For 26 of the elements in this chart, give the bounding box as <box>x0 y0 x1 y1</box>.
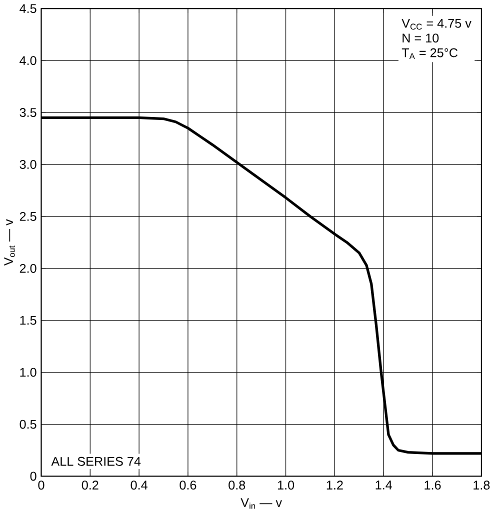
x-tick-label: 0 <box>38 480 44 490</box>
annotation: ALL SERIES 74 <box>51 456 140 466</box>
y-tick-label: 0 <box>30 472 36 481</box>
y-tick-label: 1.0 <box>20 368 36 377</box>
x-tick-label: 1.8 <box>473 480 490 490</box>
x-tick-label: 0.8 <box>228 480 245 490</box>
x-tick-label: 0.4 <box>130 480 148 490</box>
y-axis-title: V$_{out}$ — v <box>4 219 15 266</box>
y-tick-label: 4.5 <box>19 4 36 13</box>
y-tick-label: 2.0 <box>20 264 36 273</box>
y-tick-label: 1.5 <box>20 316 36 325</box>
annotation: V$_{CC}$ = 4.75 v <box>401 18 472 30</box>
x-tick-label: 1.0 <box>278 480 294 490</box>
annotation: N = 10 <box>402 34 438 43</box>
y-tick-label: 0.5 <box>20 420 36 429</box>
x-axis-title: V$_{in}$ — v <box>240 498 282 509</box>
x-tick-label: 0.2 <box>82 480 98 490</box>
x-tick-label: 0.6 <box>179 480 196 490</box>
annotation: T$_{A}$ = 25°C <box>402 48 458 60</box>
x-tick-label: 1.4 <box>376 480 392 490</box>
y-tick-label: 4.0 <box>19 56 36 66</box>
y-tick-label: 3.0 <box>20 160 36 169</box>
x-tick-label: 1.6 <box>424 480 441 490</box>
y-tick-label: 3.5 <box>20 108 36 117</box>
x-tick-label: 1.2 <box>326 480 343 490</box>
y-tick-label: 2.5 <box>20 212 36 221</box>
